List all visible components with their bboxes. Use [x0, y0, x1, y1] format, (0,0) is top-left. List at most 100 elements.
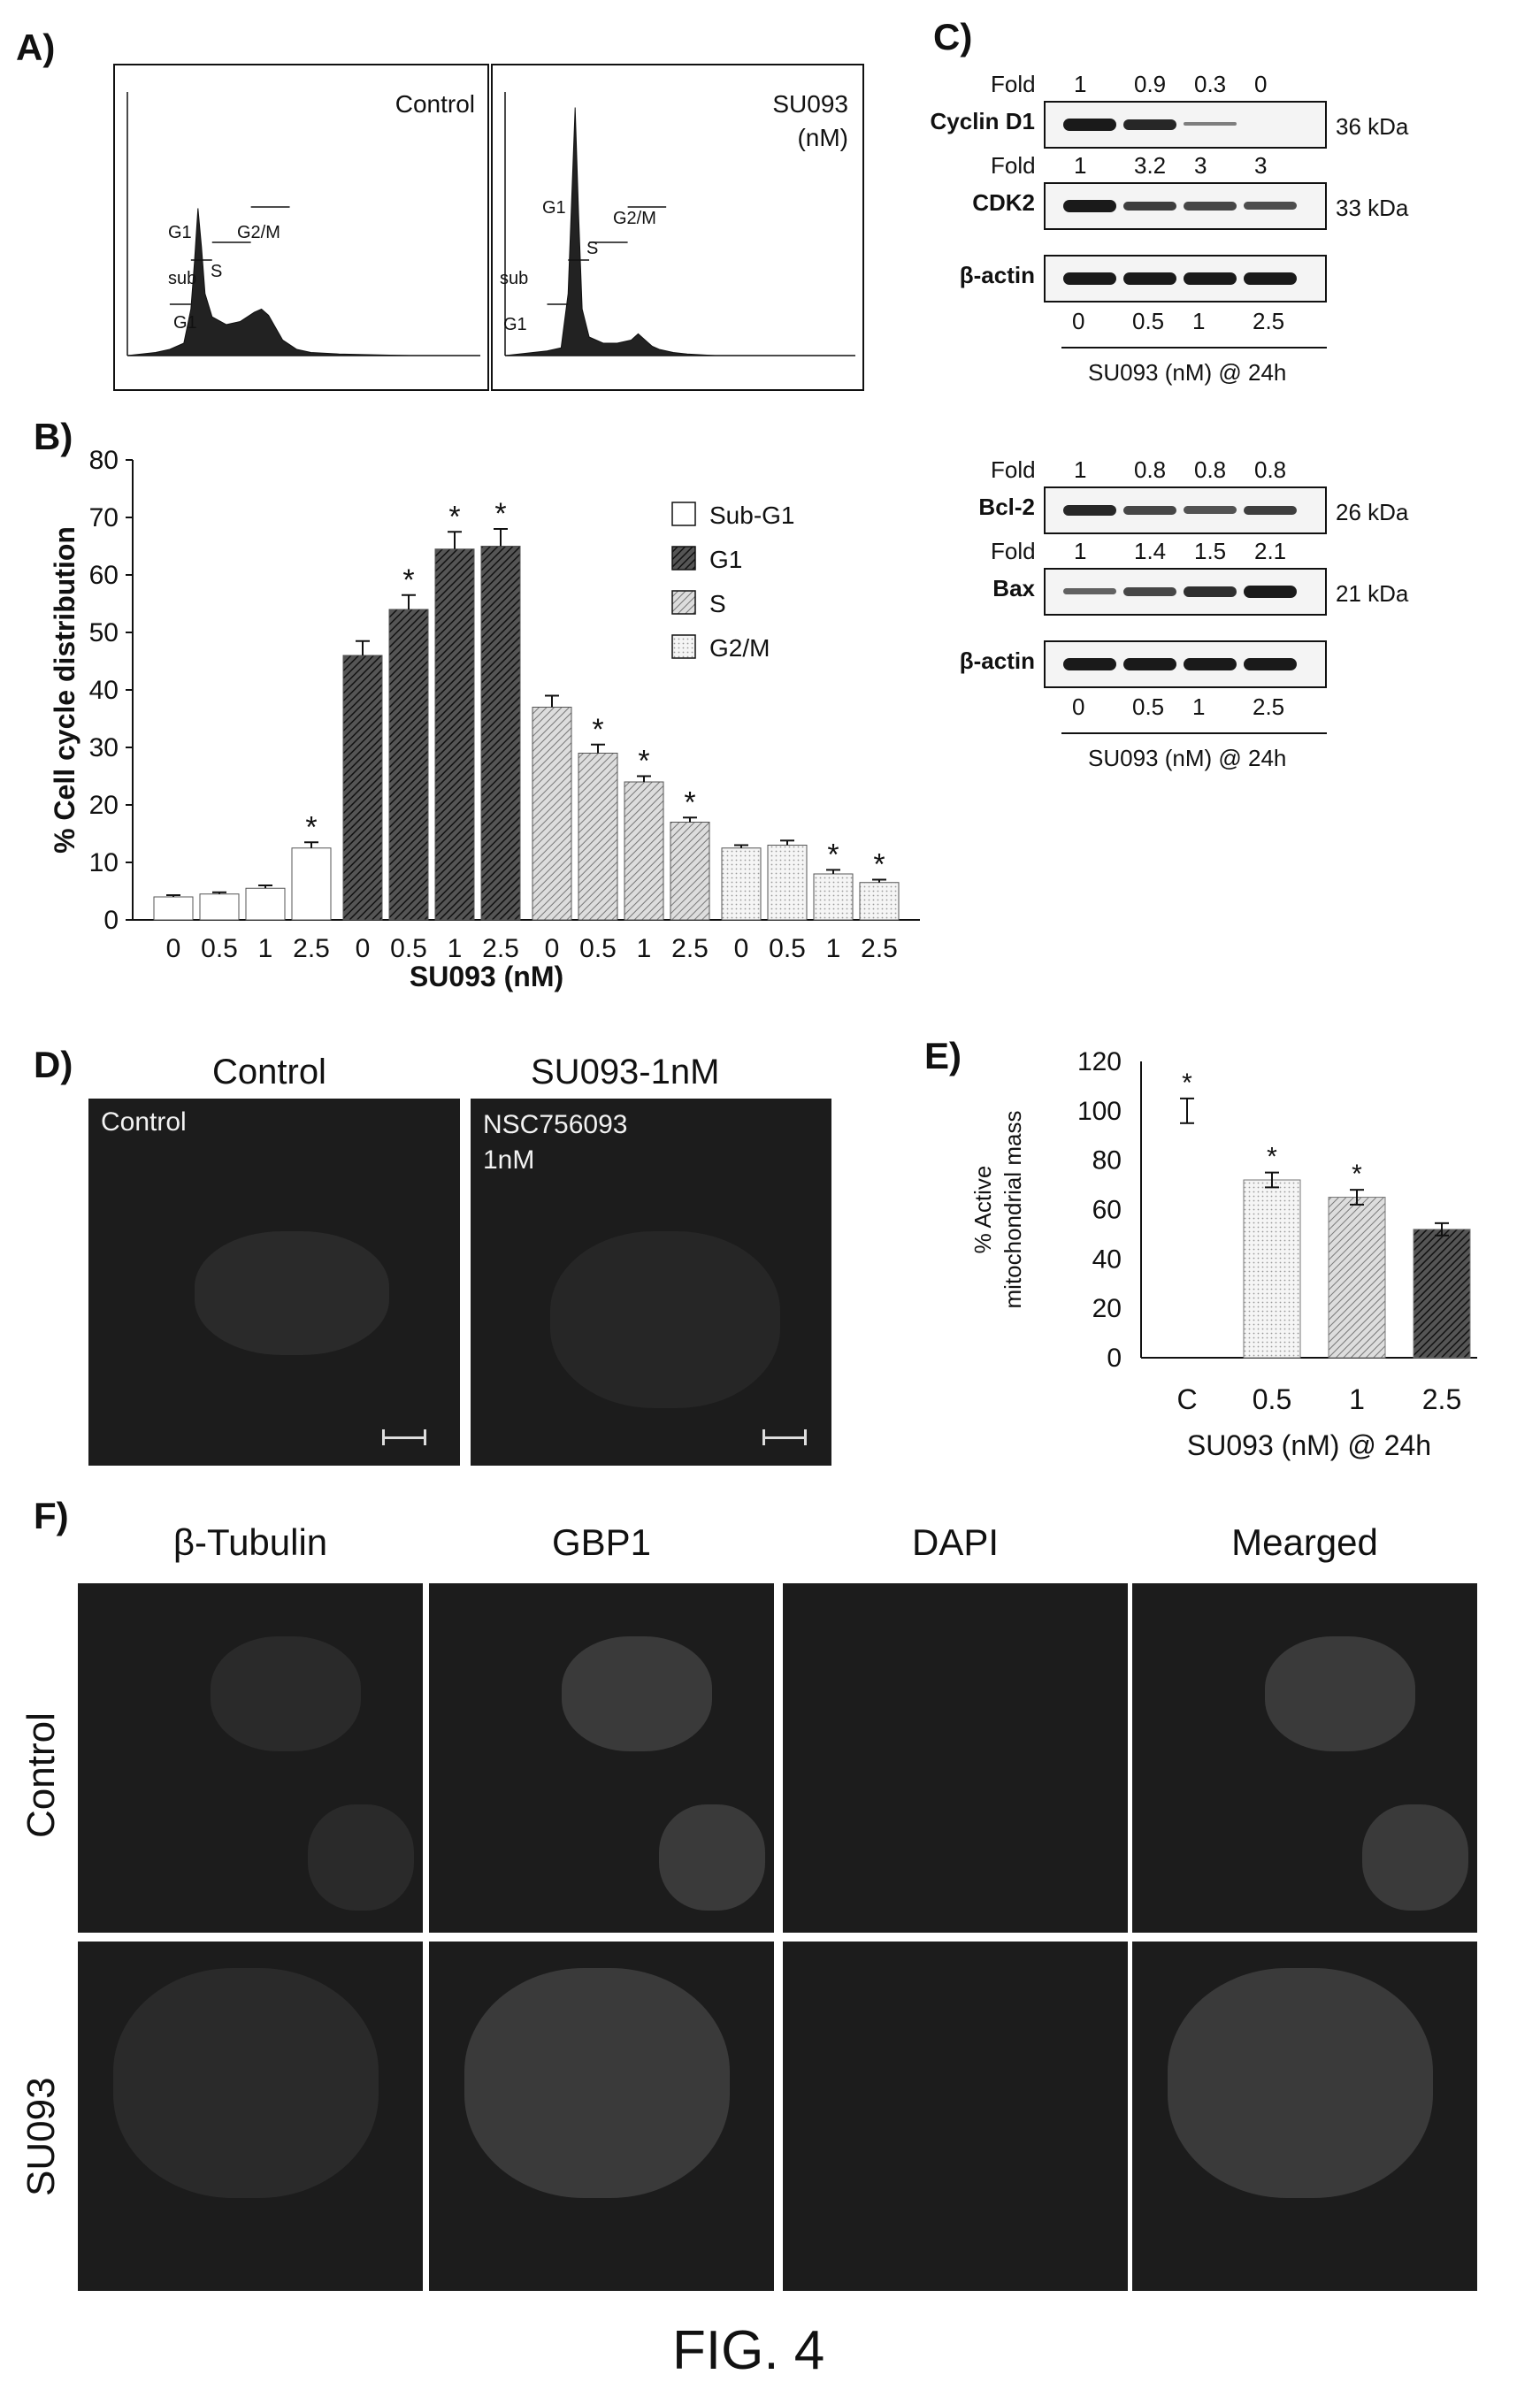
- blot-band: [1063, 658, 1116, 670]
- legend-label: S: [709, 590, 726, 617]
- blot-protein-label: CDK2: [972, 189, 1035, 216]
- microscopy-title-control: Control: [212, 1053, 326, 1091]
- figure-caption: FIG. 4: [672, 2320, 825, 2381]
- x-tick-label: 1: [258, 934, 273, 963]
- y-axis-title-line1: % Active: [969, 1166, 996, 1254]
- column-header: β-Tubulin: [172, 1521, 328, 1563]
- x-tick-label: 1: [448, 934, 463, 963]
- panel-label-b: B): [34, 416, 73, 457]
- blot-row: Fold 1 0.9 0.3 0 Cyclin D1 36 kDa: [911, 71, 1530, 159]
- error-bar: [448, 531, 462, 549]
- error-bar: [826, 869, 840, 874]
- blot-band: [1184, 506, 1237, 514]
- x-tick-label: 0: [356, 934, 371, 963]
- y-tick-label: 20: [1092, 1294, 1122, 1323]
- dose-label: 0.5: [1132, 308, 1165, 334]
- x-tick-label: C: [1176, 1383, 1197, 1415]
- row-header: Control: [19, 1712, 63, 1838]
- blot-band: [1244, 586, 1297, 598]
- blot-band: [1123, 272, 1176, 285]
- kda-label: 36 kDa: [1336, 113, 1409, 140]
- x-tick-label: 2.5: [482, 934, 519, 963]
- x-tick-label: 2.5: [293, 934, 330, 963]
- panel-label-d: D): [34, 1044, 73, 1085]
- fluorescence-image: [1132, 1942, 1477, 2291]
- y-tick-label: 60: [89, 561, 119, 590]
- fluorescence-image: [429, 1583, 774, 1933]
- immunofluorescence-grid: β-Tubulin GBP1 DAPI Mearged Control SU093: [0, 1521, 1540, 2317]
- blot-row: β-actin: [911, 610, 1530, 699]
- histogram-treated: SU093 (nM) sub G1 G1 S G2/M: [491, 64, 864, 391]
- mito-mass-bar-chart: 0 20 40 60 80 100 120 % Active mitochondrial mas…: [969, 1047, 1477, 1461]
- significance-star: *: [873, 848, 885, 882]
- phase-label-g1-2: G1: [542, 198, 566, 218]
- bar: [153, 896, 194, 921]
- x-tick-label: 2.5: [861, 934, 898, 963]
- histogram-control: Control sub G1 G1 S G2/M: [113, 64, 489, 391]
- significance-star: *: [448, 500, 460, 533]
- error-bar: [545, 694, 559, 708]
- blot-band: [1123, 201, 1176, 211]
- microscopy-image-control: Control: [88, 1099, 460, 1466]
- panel-label-a: A): [16, 27, 56, 68]
- error-bar: [304, 841, 318, 848]
- blot-protein-label: β-actin: [959, 262, 1035, 288]
- fold-value: 1: [1074, 456, 1087, 483]
- dose-label: 0.5: [1132, 693, 1165, 720]
- blot-protein-label: Bax: [992, 575, 1035, 601]
- histogram-treated-title-2: (nM): [797, 124, 848, 151]
- blot-row: Fold 1 1.4 1.5 2.1 Bax 21 kDa: [911, 538, 1530, 626]
- significance-star: *: [1352, 1160, 1362, 1189]
- blot-row: Fold 1 0.8 0.8 0.8 Bcl-2 26 kDa: [911, 456, 1530, 545]
- fold-value: 0.8: [1134, 456, 1167, 483]
- y-tick-label: 60: [1092, 1196, 1122, 1225]
- y-tick-label: 80: [89, 446, 119, 475]
- bar: [859, 882, 900, 921]
- bar: [342, 655, 383, 921]
- blot-band: [1123, 505, 1176, 515]
- error-bar: [356, 640, 370, 655]
- x-tick-label: 1: [826, 934, 841, 963]
- phase-label-g1: G1: [168, 223, 192, 242]
- histogram-treated-title-1: SU093: [772, 90, 848, 118]
- blot-band: [1244, 658, 1297, 670]
- bar: [245, 887, 286, 921]
- column-header: DAPI: [911, 1521, 1000, 1563]
- fold-value: 3: [1254, 152, 1268, 179]
- y-axis-title: % Cell cycle distribution: [53, 526, 80, 854]
- legend-label: Sub-G1: [709, 502, 795, 529]
- bar: [199, 893, 240, 921]
- fold-value: 0: [1254, 71, 1268, 97]
- fold-value: 0.9: [1134, 71, 1167, 97]
- y-tick-label: 30: [89, 733, 119, 762]
- error-bar: [1265, 1171, 1279, 1189]
- x-tick-label: 2.5: [1422, 1383, 1461, 1415]
- fold-label: Fold: [991, 456, 1036, 483]
- y-tick-label: 40: [1092, 1245, 1122, 1274]
- fluorescence-image: [429, 1942, 774, 2291]
- bar: [578, 753, 618, 921]
- y-tick-label: 0: [1107, 1344, 1122, 1373]
- blot-band: [1184, 658, 1237, 670]
- kda-label: 21 kDa: [1336, 580, 1409, 607]
- error-bar: [683, 816, 697, 823]
- significance-star: *: [827, 838, 839, 871]
- blot-band: [1063, 504, 1116, 517]
- significance-star: *: [305, 810, 317, 844]
- blot-band: [1184, 122, 1237, 126]
- bar: [1328, 1197, 1386, 1359]
- dose-axis-label: SU093 (nM) @ 24h: [1088, 745, 1287, 771]
- fold-value: 2.1: [1254, 538, 1287, 564]
- microscopy-overlay-control: Control: [101, 1107, 187, 1137]
- x-tick-label: 0: [545, 934, 560, 963]
- blot-image: [1044, 568, 1327, 616]
- bar: [434, 548, 475, 921]
- blot-band: [1184, 586, 1237, 597]
- histogram-area: [126, 208, 480, 356]
- fold-value: 1: [1074, 71, 1087, 97]
- error-bar: [212, 891, 226, 894]
- legend-label: G1: [709, 546, 742, 573]
- bar: [721, 847, 762, 921]
- column-header: Mearged: [1231, 1521, 1378, 1563]
- bar: [1243, 1179, 1301, 1359]
